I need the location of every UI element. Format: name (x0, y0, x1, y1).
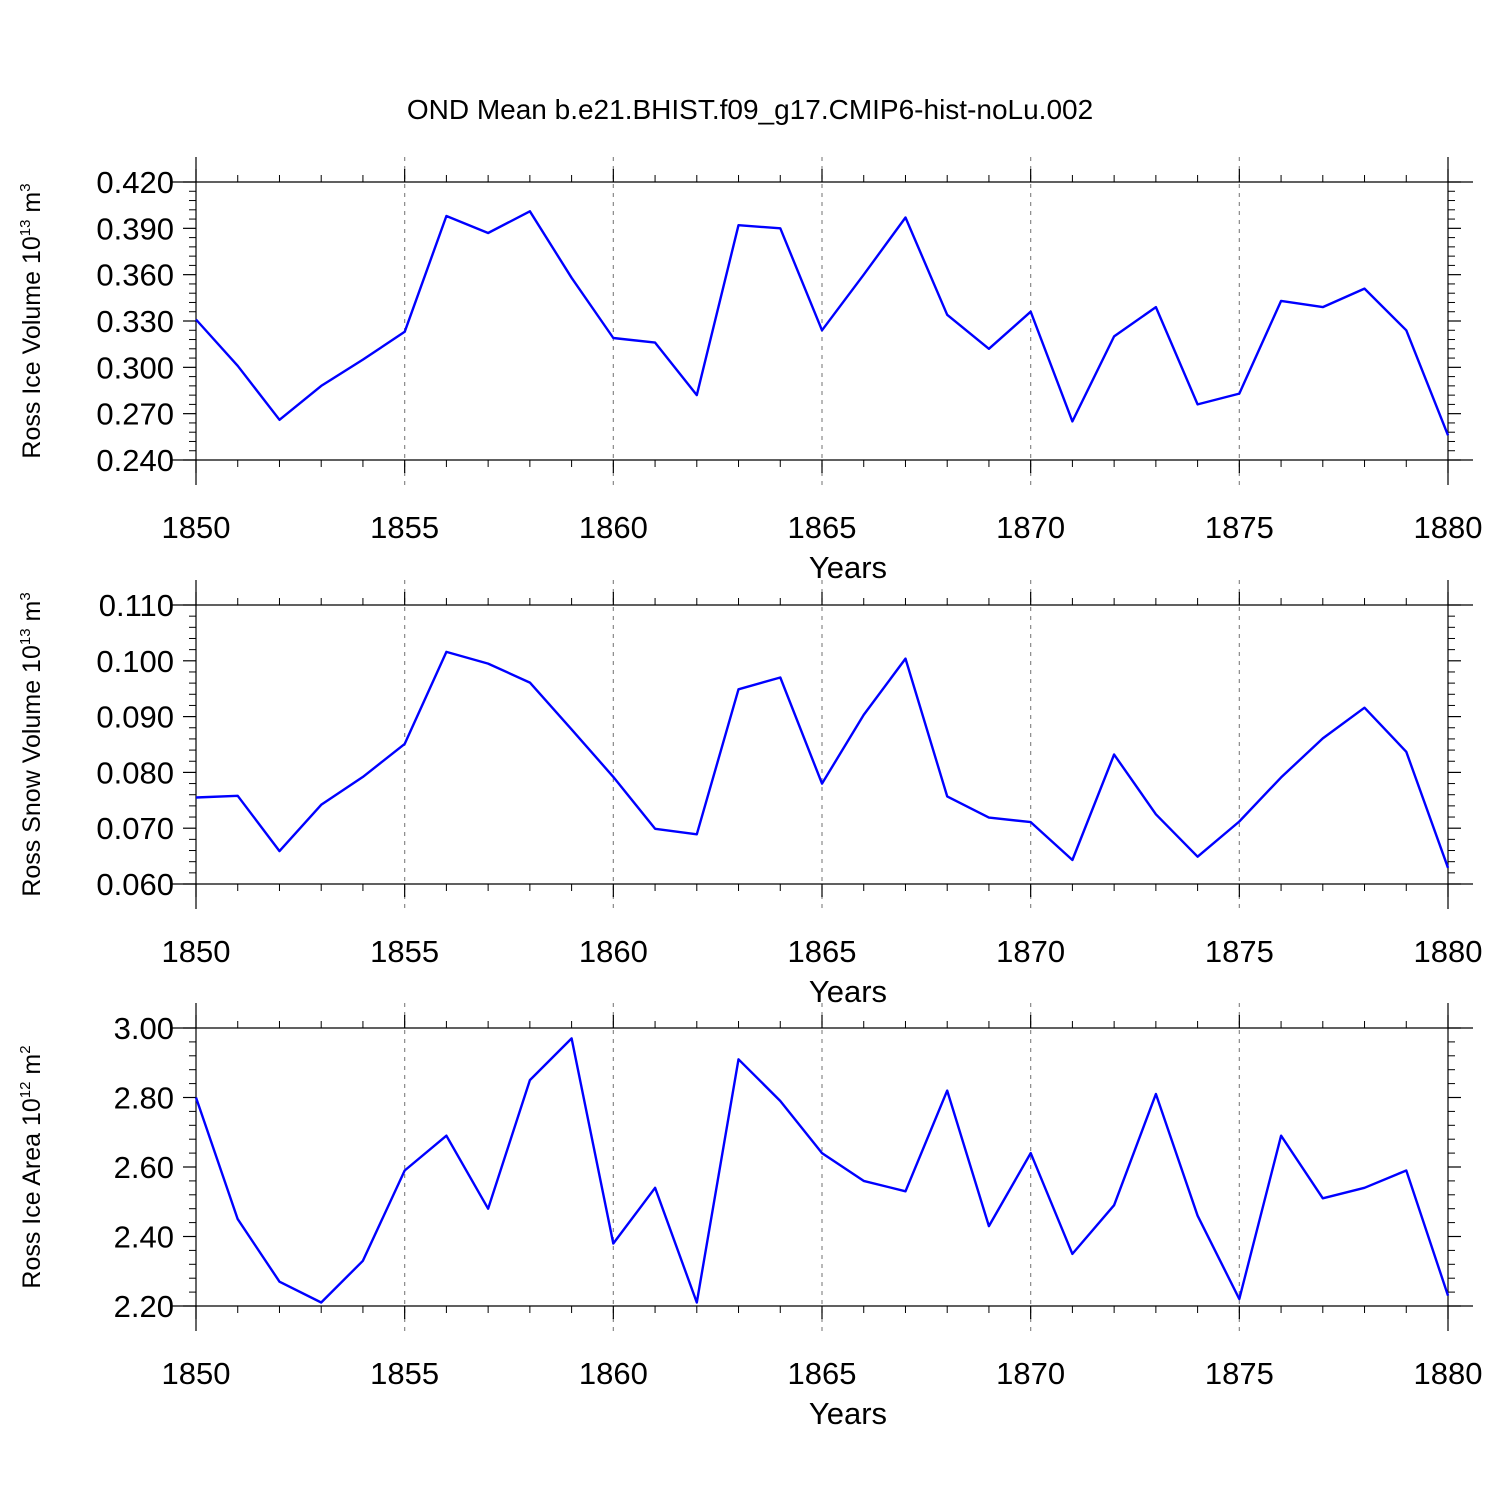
y-axis-title-text: Ross Snow Volume 10 (18, 645, 46, 897)
y-axis-title: Ross Ice Area 1012 m2 (17, 1045, 46, 1288)
x-axis-title: Years (809, 974, 887, 1009)
y-tick-label: 0.390 (96, 211, 174, 246)
series-line-ice-area (194, 1037, 1450, 1304)
series-line-ice-volume (195, 210, 1450, 436)
y-axis-title-exponent: 13 (17, 628, 34, 645)
y-tick-label: 0.060 (96, 867, 174, 902)
y-tick-label: 2.40 (114, 1220, 174, 1255)
x-tick-label: 1865 (788, 510, 857, 545)
x-tick-label: 1870 (996, 1356, 1065, 1391)
y-axis-title-exponent: 12 (17, 1082, 34, 1099)
y-tick-label: 2.80 (114, 1081, 174, 1116)
y-tick-label: 0.110 (99, 588, 174, 623)
x-tick-label: 1860 (579, 1356, 648, 1391)
y-axis-title-unit-exponent: 2 (17, 1045, 34, 1053)
y-axis-title: Ross Snow Volume 1013 m3 (17, 592, 46, 896)
y-tick-label: 0.070 (96, 811, 174, 846)
x-axis-title: Years (809, 1396, 887, 1431)
y-tick-label: 0.090 (96, 700, 174, 735)
y-tick-label: 0.270 (96, 397, 174, 432)
y-tick-label: 3.00 (114, 1011, 174, 1046)
x-tick-label: 1860 (579, 934, 648, 969)
y-axis-title-exponent: 13 (17, 220, 34, 237)
x-tick-label: 1875 (1205, 510, 1274, 545)
y-axis-title-unit: m (18, 1054, 46, 1082)
y-axis-title-unit: m (18, 192, 46, 220)
chart-title: OND Mean b.e21.BHIST.f09_g17.CMIP6-hist-… (407, 94, 1093, 125)
x-tick-label: 1855 (370, 934, 439, 969)
panel-ice-area: 1850 1855 1860 1865 1870 1875 1880 2.20 2.40 2.60… (17, 1003, 1482, 1431)
x-tick-label: 1855 (370, 1356, 439, 1391)
panel-snow-volume: 1850 1855 1860 1865 1870 1875 1880 0.060 0.070 0.… (17, 580, 1482, 1009)
x-tick-label: 1875 (1205, 1356, 1274, 1391)
x-tick-label: 1850 (162, 934, 231, 969)
y-axis-title-unit: m (18, 601, 46, 629)
x-tick-label: 1875 (1205, 934, 1274, 969)
y-tick-label: 0.330 (96, 304, 174, 339)
y-axis-title-unit-exponent: 3 (17, 592, 34, 600)
x-tick-label: 1855 (370, 510, 439, 545)
y-tick-label: 0.300 (96, 350, 174, 385)
y-tick-label: 0.240 (96, 443, 174, 478)
series-line-snow-volume (195, 650, 1450, 869)
y-tick-label: 0.100 (96, 644, 174, 679)
x-tick-label: 1865 (788, 934, 857, 969)
y-tick-label: 2.20 (114, 1289, 174, 1324)
x-tick-label: 1850 (162, 1356, 231, 1391)
y-axis-title: Ross Ice Volume 1013 m3 (17, 183, 46, 458)
y-axis-title-text: Ross Ice Volume 10 (18, 236, 46, 458)
x-tick-label: 1860 (579, 510, 648, 545)
y-axis-title-text: Ross Ice Area 10 (18, 1098, 46, 1288)
y-tick-label: 0.360 (96, 258, 174, 293)
x-tick-label: 1850 (162, 510, 231, 545)
y-axis-title-unit-exponent: 3 (17, 183, 34, 191)
y-tick-label: 0.080 (96, 755, 174, 790)
x-tick-label: 1880 (1414, 510, 1483, 545)
x-tick-label: 1880 (1414, 1356, 1483, 1391)
y-tick-label: 0.420 (96, 165, 174, 200)
x-tick-label: 1870 (996, 934, 1065, 969)
x-tick-label: 1870 (996, 510, 1065, 545)
x-axis-title: Years (809, 550, 887, 585)
x-tick-label: 1880 (1414, 934, 1483, 969)
panel-ice-volume: 1850 1855 1860 1865 1870 1875 1880 0.240 0.270 0.… (17, 157, 1482, 585)
y-tick-label: 2.60 (114, 1150, 174, 1185)
x-tick-label: 1865 (788, 1356, 857, 1391)
